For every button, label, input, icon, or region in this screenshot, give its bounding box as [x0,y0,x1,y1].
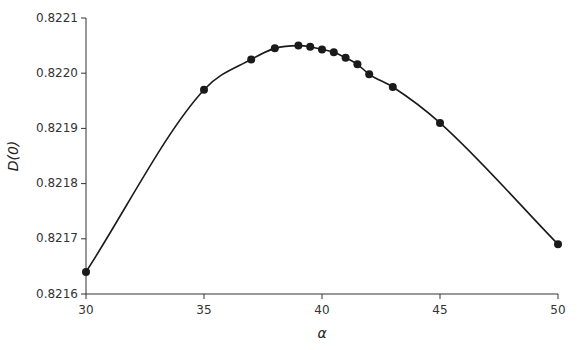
x-tick-label: 30 [78,303,93,317]
point [247,55,255,63]
point [318,45,326,53]
point [353,60,361,68]
x-axis: 30 35 40 45 50 [78,294,565,317]
x-tick [322,294,323,299]
y-tick [81,73,86,74]
chart: 0.8216 0.8217 0.8218 0.8219 0.8220 0.8221 30 35… [0,0,580,350]
curve [86,46,558,272]
y-axis: 0.8216 0.8217 0.8218 0.8219 0.8220 0.8221 [36,11,86,301]
x-tick-label: 50 [550,303,565,317]
x-tick [86,294,87,299]
y-tick-label: 0.8219 [36,121,78,135]
x-tick-label: 35 [196,303,211,317]
x-tick-label: 45 [432,303,447,317]
point [365,70,373,78]
y-tick-label: 0.8218 [36,176,78,190]
point [294,42,302,50]
x-tick [440,294,441,299]
y-tick [81,183,86,184]
y-axis-line [86,18,87,294]
y-tick-label: 0.8217 [36,231,78,245]
y-tick-label: 0.8220 [36,66,78,80]
point [271,44,279,52]
y-tick-label: 0.8221 [36,11,78,25]
x-tick [204,294,205,299]
y-tick [81,294,86,295]
y-axis-label: D(0) [5,141,21,172]
y-tick [81,128,86,129]
y-tick-label: 0.8216 [36,287,78,301]
point [200,86,208,94]
point [306,43,314,51]
x-tick [558,294,559,299]
plot-area [82,42,562,276]
point [82,268,90,276]
x-tick-label: 40 [314,303,329,317]
point [342,54,350,62]
x-axis-line [86,294,558,295]
x-axis-label: α [317,325,327,341]
point [330,48,338,56]
point [436,119,444,127]
point [554,240,562,248]
point [389,83,397,91]
y-tick [81,18,86,19]
y-tick [81,238,86,239]
